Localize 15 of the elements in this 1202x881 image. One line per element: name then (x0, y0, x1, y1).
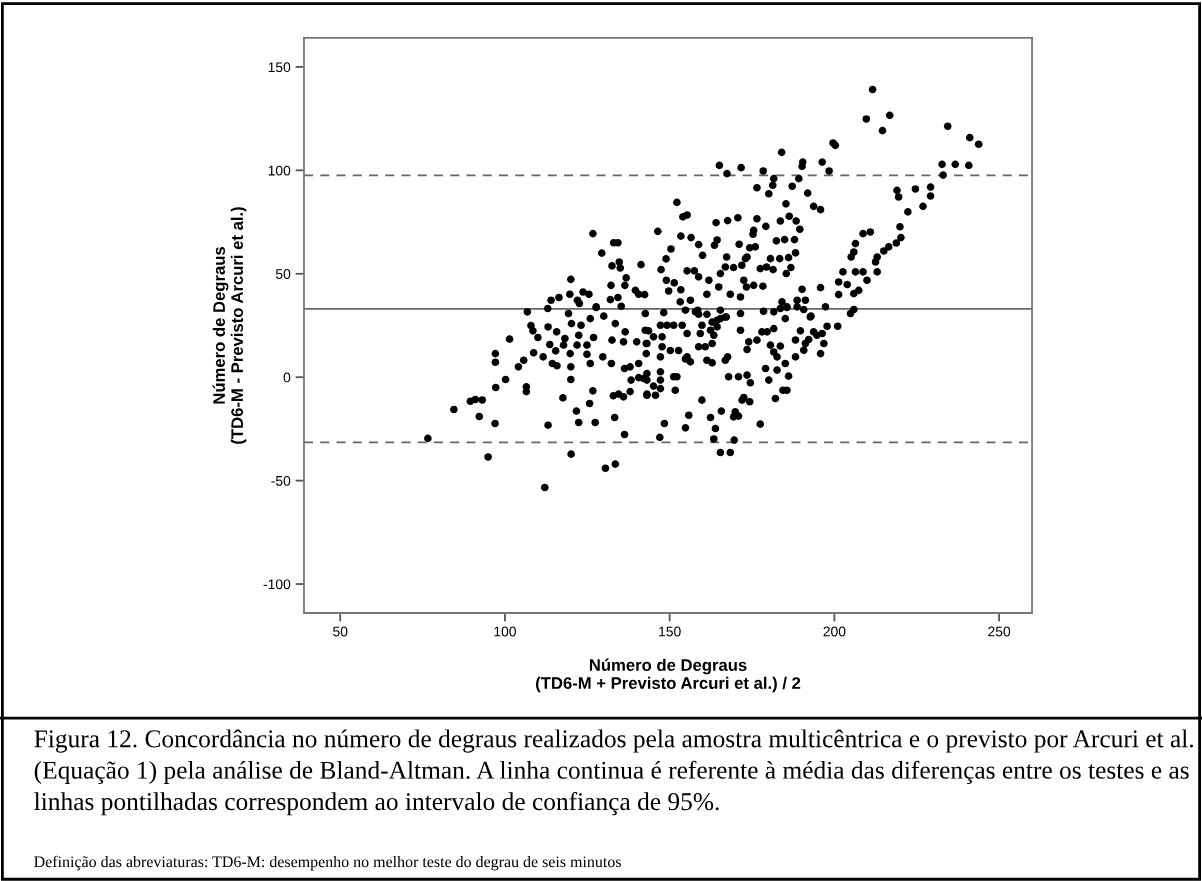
x-tick-label: 250 (988, 626, 1011, 637)
x-tick-label: 200 (823, 626, 846, 637)
y-tick-label: -50 (271, 475, 291, 486)
x-tick-label: 100 (494, 626, 516, 637)
text: Figura 12. Concordância no número de degraus realizados pela amostra multicêntrica e o previsto por Arcuri et al. (Equação 1) pela análise de Bland-Altman. A linha continua é referente à média das diferenças entre os testes e as linhas pontilhadas correspondem ao intervalo de confiança de 95%. (34, 729, 1193, 816)
y-tick-label: 50 (275, 269, 291, 279)
y-axis-title: Número de Degraus (TD6-M - Previsto Arcuri et al.) (212, 207, 247, 444)
y-tick-label: 0 (283, 372, 291, 383)
y-tick-label: 100 (268, 165, 291, 176)
x-axis-title: Número de Degraus (TD6-M + Previsto Arcuri et al.) / 2 (536, 658, 801, 693)
text: Definição das abreviaturas: TD6-M: desempenho no melhor teste do degrau de seis minutos (34, 855, 621, 871)
y-tick-label: 150 (268, 62, 291, 73)
x-tick-label: 150 (659, 626, 681, 637)
x-tick-label: 50 (333, 626, 348, 637)
y-tick-label: -100 (263, 579, 291, 590)
